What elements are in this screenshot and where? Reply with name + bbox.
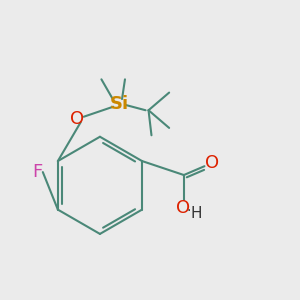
- Text: ·: ·: [187, 204, 191, 218]
- Text: O: O: [205, 154, 219, 172]
- Text: Si: Si: [110, 95, 129, 113]
- Text: H: H: [190, 206, 202, 221]
- Text: F: F: [32, 163, 43, 181]
- Text: O: O: [176, 199, 190, 217]
- Text: O: O: [70, 110, 84, 128]
